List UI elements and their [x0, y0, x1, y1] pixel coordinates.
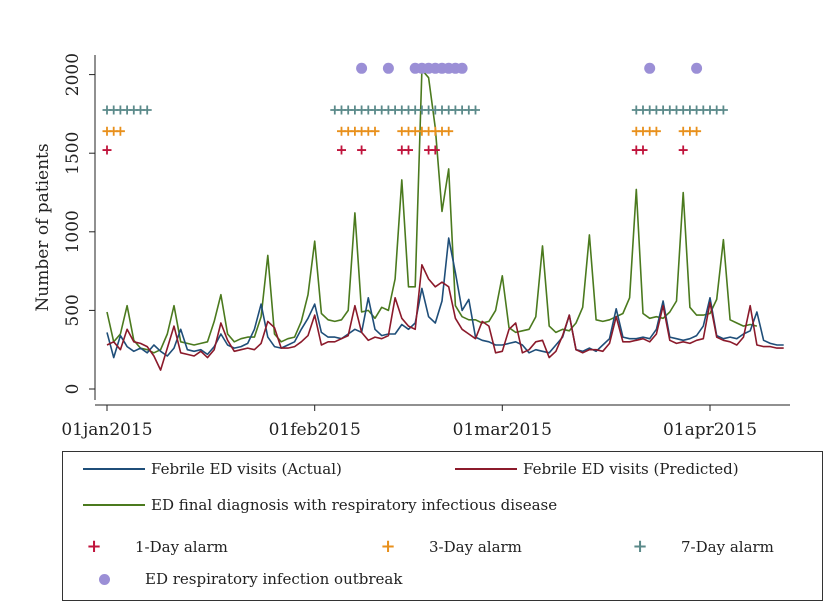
outbreak-dot-marker — [382, 62, 394, 74]
legend-line-predicted — [455, 468, 517, 470]
outbreak-dot-marker — [644, 62, 656, 74]
legend-line-respiratory — [83, 504, 145, 506]
legend-plus-icon-alarm3: + — [380, 536, 396, 557]
legend-plus-icon-alarm7: + — [632, 536, 648, 557]
legend-label-alarm1: 1-Day alarm — [135, 537, 228, 556]
3-day-alarm-plus-marker — [692, 126, 702, 136]
legend-label-alarm3: 3-Day alarm — [429, 537, 522, 556]
3-day-alarm-plus-marker — [651, 126, 661, 136]
legend-label-actual: Febrile ED visits (Actual) — [151, 460, 342, 478]
1-day-alarm-plus-marker — [102, 145, 112, 155]
outbreak-dot-marker — [456, 62, 468, 74]
legend-item-alarm3: + 3-Day alarm — [377, 536, 522, 557]
chart-legend: Febrile ED visits (Actual) Febrile ED vi… — [62, 451, 823, 601]
outbreak-dot-marker — [691, 62, 703, 74]
legend-item-actual: Febrile ED visits (Actual) — [83, 460, 342, 478]
legend-line-actual — [83, 468, 145, 470]
7-day-alarm-plus-marker — [471, 105, 480, 115]
series-line-febrile-ed-visits-actual- — [106, 237, 784, 359]
3-day-alarm-plus-marker — [444, 126, 454, 136]
y-tick-label: 2000 — [63, 53, 83, 96]
legend-plus-icon-alarm1: + — [86, 536, 102, 557]
series-line-febrile-ed-visits-predicted- — [106, 263, 784, 371]
legend-label-alarm7: 7-Day alarm — [681, 537, 774, 556]
x-tick-label: 01apr2015 — [663, 420, 757, 440]
7-day-alarm-plus-marker — [718, 105, 728, 115]
legend-label-respiratory: ED final diagnosis with respiratory infe… — [151, 496, 558, 514]
legend-item-outbreak: ED respiratory infection outbreak — [83, 570, 402, 588]
legend-label-predicted: Febrile ED visits (Predicted) — [523, 460, 739, 478]
legend-item-alarm1: + 1-Day alarm — [83, 536, 228, 557]
legend-item-alarm7: + 7-Day alarm — [629, 536, 774, 557]
x-tick-label: 01mar2015 — [453, 420, 552, 440]
1-day-alarm-plus-marker — [337, 145, 346, 155]
outbreak-dot-marker — [356, 62, 368, 74]
1-day-alarm-plus-marker — [430, 145, 440, 155]
series-line-ed-final-diagnosis-with-respiratory-infectious-disease — [106, 69, 758, 354]
1-day-alarm-plus-marker — [678, 145, 688, 155]
y-tick-label: 500 — [63, 294, 83, 326]
legend-dot-icon-outbreak — [99, 573, 110, 585]
y-axis-title: Number of patients — [33, 143, 53, 311]
y-tick-label: 1500 — [63, 132, 83, 175]
3-day-alarm-plus-marker — [115, 126, 125, 136]
line-chart: 0 500 1000 1500 2000 01jan2015 01feb2015 01mar2… — [33, 53, 790, 440]
1-day-alarm-plus-marker — [404, 145, 413, 155]
x-tick-label: 01feb2015 — [269, 420, 361, 440]
1-day-alarm-plus-marker — [638, 145, 648, 155]
x-tick-label: 01jan2015 — [61, 420, 152, 440]
y-tick-label: 0 — [63, 384, 83, 395]
3-day-alarm-plus-marker — [370, 126, 380, 136]
legend-label-outbreak: ED respiratory infection outbreak — [145, 570, 403, 588]
y-tick-label: 1000 — [63, 210, 83, 253]
legend-item-predicted: Febrile ED visits (Predicted) — [455, 460, 739, 478]
7-day-alarm-plus-marker — [142, 105, 152, 115]
1-day-alarm-plus-marker — [357, 145, 367, 155]
legend-item-respiratory: ED final diagnosis with respiratory infe… — [83, 496, 557, 514]
